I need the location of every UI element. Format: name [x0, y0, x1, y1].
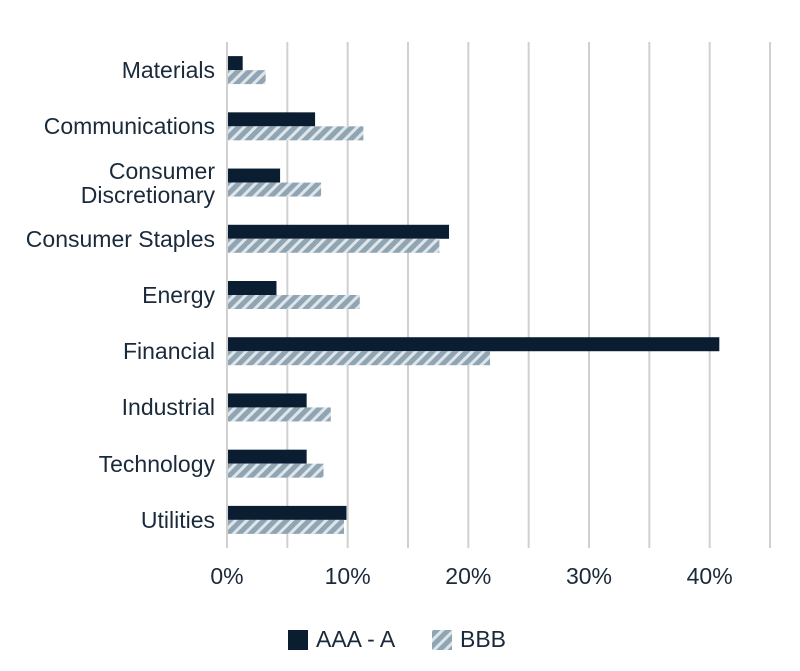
bar: [227, 281, 277, 295]
x-tick-label: 10%: [325, 563, 371, 589]
bar: [227, 126, 364, 141]
bar: [227, 295, 360, 309]
bar: [227, 238, 440, 253]
y-tick-label: Consumer Discretionary: [80, 157, 215, 208]
y-tick-label: Utilities: [140, 506, 215, 533]
y-tick-label: Consumer Staples: [25, 225, 215, 252]
x-tick-label: 40%: [687, 563, 733, 589]
bar: [227, 407, 331, 422]
bar: [227, 463, 324, 478]
legend-swatch: [432, 630, 452, 650]
y-tick-label: Technology: [98, 450, 215, 477]
x-tick-label: 20%: [445, 563, 491, 589]
bar: [227, 56, 243, 71]
bar: [227, 393, 307, 408]
legend-label: AAA - A: [316, 626, 396, 652]
bar: [227, 224, 450, 239]
legend-swatch: [288, 630, 308, 650]
bar: [227, 168, 281, 183]
bar: [227, 112, 316, 127]
bar: [227, 449, 307, 464]
legend-label: BBB: [460, 626, 506, 652]
y-tick-label: Industrial: [121, 394, 215, 421]
x-tick-label: 30%: [566, 563, 612, 589]
bar: [227, 337, 720, 352]
bar: [227, 505, 347, 520]
bar: [227, 351, 491, 366]
y-tick-label: Energy: [142, 282, 215, 308]
y-tick-label: Materials: [121, 57, 215, 84]
y-tick-label: Communications: [43, 113, 215, 140]
bar: [227, 70, 266, 85]
y-tick-label: Financial: [122, 338, 215, 365]
bar: [227, 519, 345, 534]
x-tick-label: 0%: [210, 563, 243, 589]
bar: [227, 182, 322, 197]
